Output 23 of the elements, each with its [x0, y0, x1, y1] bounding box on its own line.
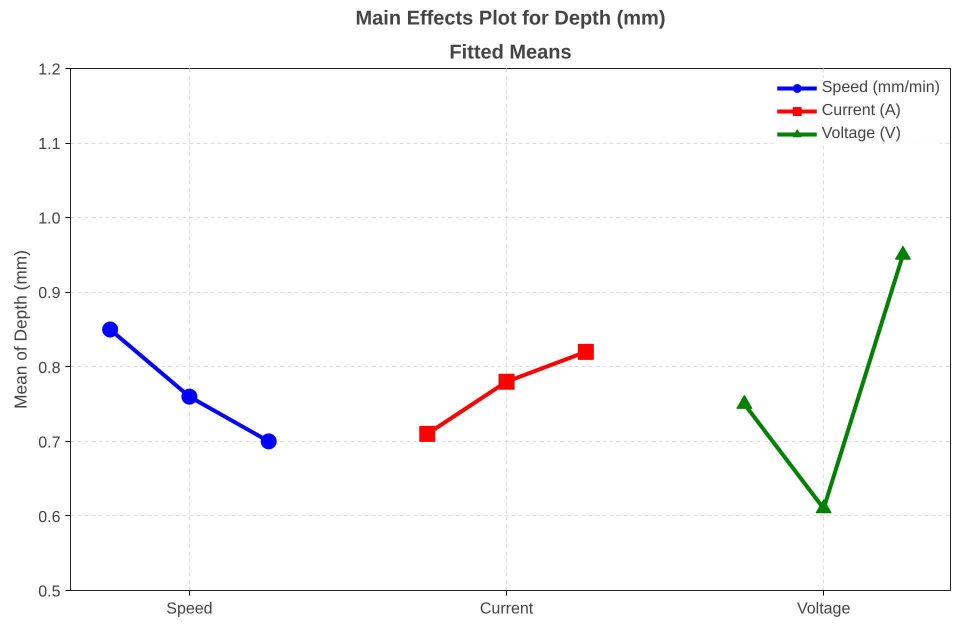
y-tick-label: 1.1 — [38, 136, 61, 154]
chart-title: Main Effects Plot for Depth (mm) — [355, 8, 666, 30]
y-tick-label: 1.2 — [38, 62, 61, 78]
point — [578, 344, 594, 360]
x-tick-label: Voltage — [796, 600, 850, 618]
y-tick-label: 0.6 — [38, 508, 61, 526]
point — [102, 322, 118, 338]
legend-label: Speed (mm/min) — [822, 79, 940, 97]
x-tick-label: Current — [480, 600, 534, 618]
point — [181, 388, 198, 405]
point — [260, 433, 277, 450]
chart-subtitle: Fitted Means — [449, 42, 572, 64]
y-tick-label: 0.9 — [38, 285, 61, 302]
legend-label: Current (A) — [822, 102, 901, 120]
y-tick-label: 0.8 — [38, 360, 61, 377]
y-tick-label: 1.0 — [38, 210, 61, 228]
y-tick-label: 0.7 — [38, 434, 61, 452]
y-axis-title: Mean of Depth (mm) — [10, 250, 30, 409]
legend-label: Voltage (V) — [822, 125, 901, 143]
point — [498, 374, 515, 390]
point — [419, 426, 436, 442]
x-tick-label: Speed — [166, 600, 213, 618]
y-tick-label: 0.5 — [38, 584, 61, 600]
